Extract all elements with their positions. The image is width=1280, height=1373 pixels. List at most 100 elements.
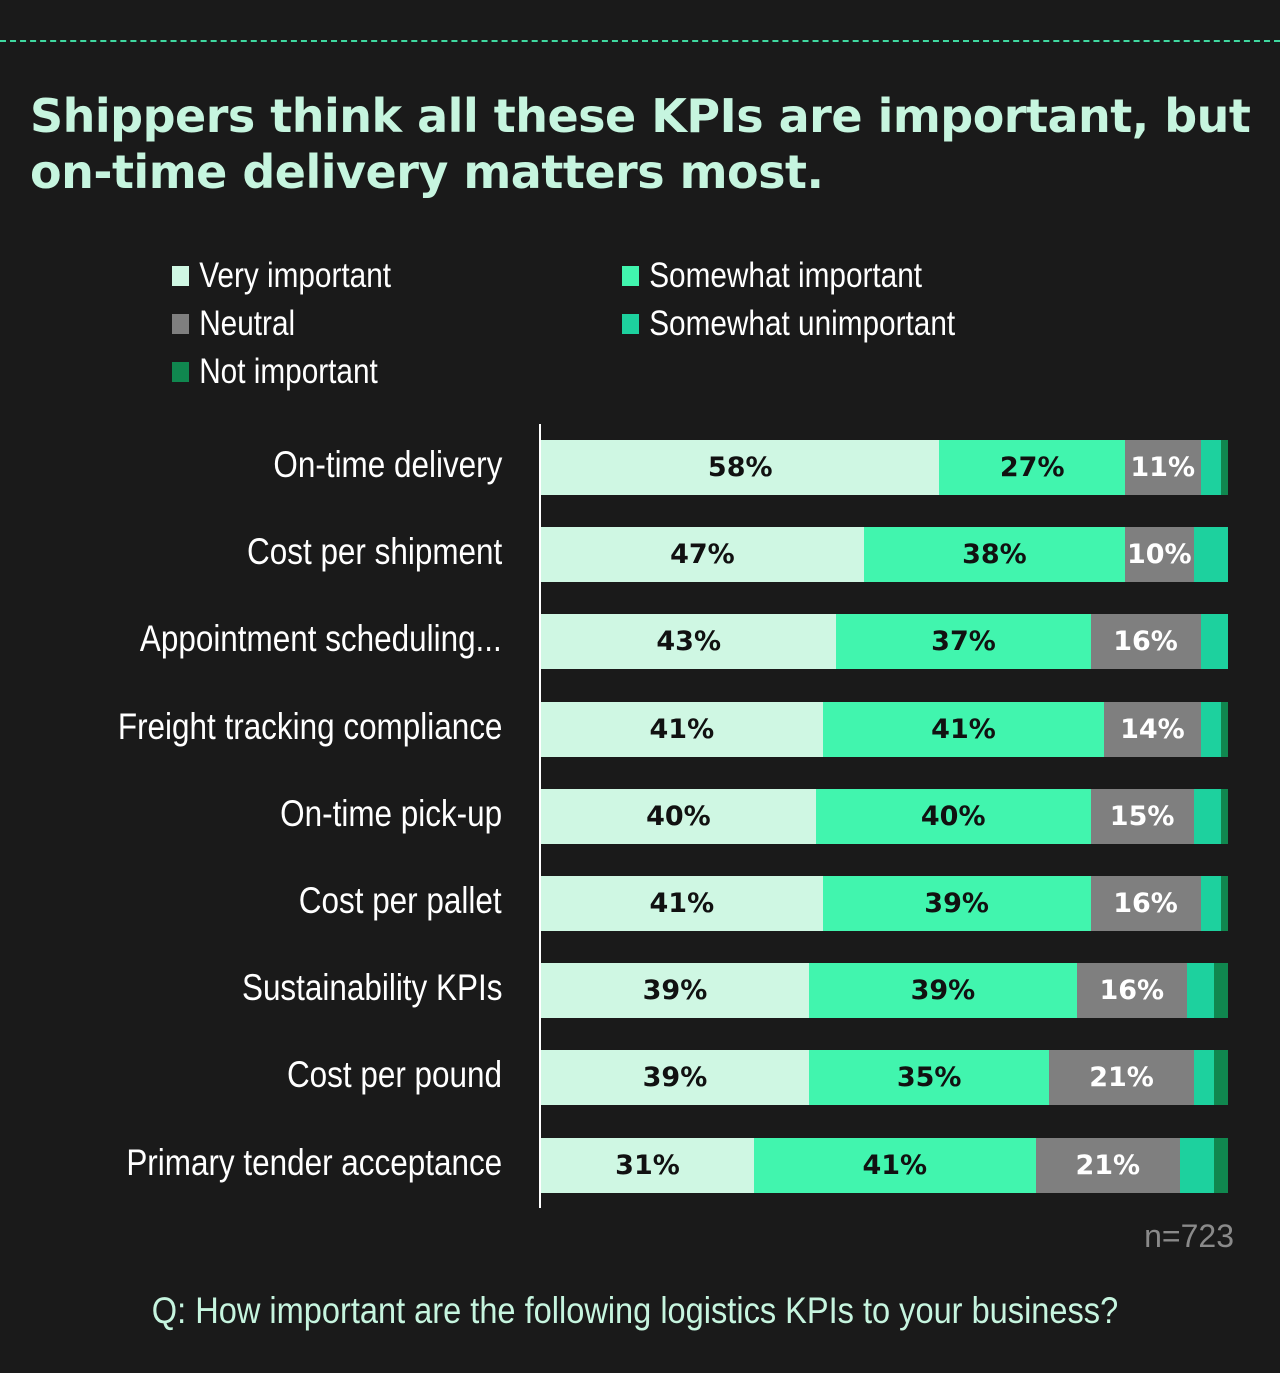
data-label: 15% — [1109, 800, 1175, 832]
category-label: On-time pick-up — [280, 792, 502, 834]
bar-segment: 16% — [1090, 614, 1201, 670]
data-label: 21% — [1089, 1062, 1154, 1094]
y-axis-line — [539, 424, 541, 1208]
bar-segment — [1214, 963, 1228, 1019]
bar-segment — [1221, 788, 1228, 844]
legend-label: Very important — [199, 256, 392, 295]
bar-segment: 31% — [541, 1137, 754, 1193]
legend-item: Very important — [172, 256, 391, 296]
bar-segment — [1200, 614, 1228, 670]
bar-segment — [1214, 1050, 1228, 1106]
category-label: Appointment scheduling... — [140, 618, 502, 660]
bar-segment: 39% — [541, 963, 809, 1019]
legend-label: Somewhat important — [649, 256, 923, 295]
data-label: 38% — [962, 539, 1027, 571]
bar-segment — [1214, 1137, 1228, 1193]
bar-segment: 14% — [1104, 701, 1201, 757]
sample-size-note: n=723 — [1144, 1218, 1234, 1254]
data-label: 40% — [646, 800, 711, 832]
data-label: 21% — [1075, 1149, 1141, 1181]
data-label: 39% — [924, 888, 989, 919]
data-label: 16% — [1099, 975, 1165, 1007]
bar-segment: 40% — [541, 788, 816, 844]
legend-item: Not important — [172, 352, 378, 392]
bar-segment: 47% — [541, 527, 864, 583]
bar-segment — [1186, 963, 1215, 1019]
data-label: 16% — [1113, 626, 1178, 658]
data-label: 16% — [1113, 888, 1178, 919]
data-label: 40% — [920, 800, 986, 832]
category-label: Cost per pound — [286, 1054, 502, 1096]
bar-segment: 10% — [1124, 527, 1194, 583]
category-label: Cost per pallet — [299, 880, 502, 921]
bar-segment: 35% — [808, 1050, 1050, 1106]
bar-segment: 21% — [1049, 1050, 1194, 1106]
legend-swatch — [172, 362, 189, 382]
data-label: 14% — [1120, 713, 1185, 745]
legend-item: Somewhat unimportant — [622, 304, 955, 344]
bar-segment: 39% — [541, 1050, 809, 1106]
legend: Very important Somewhat important Neutral S… — [172, 256, 1072, 396]
bar-segment: 37% — [836, 614, 1091, 670]
bar-segment — [1200, 440, 1222, 495]
data-label: 41% — [862, 1149, 928, 1181]
category-label: Cost per shipment — [246, 531, 502, 573]
data-label: 43% — [656, 626, 722, 658]
bar-segment: 16% — [1076, 963, 1187, 1019]
data-label: 11% — [1130, 452, 1196, 483]
bar-segment: 41% — [822, 701, 1105, 757]
bar-segment: 39% — [822, 876, 1091, 931]
category-label: Primary tender acceptance — [126, 1141, 502, 1183]
legend-label: Somewhat unimportant — [649, 304, 956, 343]
bar-segment — [1179, 1137, 1215, 1193]
data-label: 39% — [910, 975, 976, 1007]
legend-swatch — [172, 314, 189, 334]
data-label: 27% — [999, 452, 1065, 483]
bar-segment: 43% — [541, 614, 837, 670]
legend-item: Neutral — [172, 304, 295, 344]
legend-label: Not important — [199, 352, 378, 391]
data-label: 39% — [642, 1062, 708, 1094]
data-label: 41% — [649, 713, 715, 745]
bar-segment — [1221, 440, 1228, 495]
data-label: 47% — [670, 539, 735, 571]
bar-segment — [1221, 876, 1228, 931]
category-label: Sustainability KPIs — [241, 967, 502, 1009]
bar-segment: 21% — [1035, 1137, 1180, 1193]
data-label: 41% — [649, 888, 715, 919]
bar-segment — [1221, 701, 1228, 757]
survey-question: Q: How important are the following logis… — [151, 1290, 1119, 1331]
bar-segment — [1200, 701, 1222, 757]
bar-segment: 15% — [1090, 788, 1194, 844]
bar-segment: 41% — [541, 876, 823, 931]
data-label: 35% — [896, 1062, 962, 1094]
bar-segment — [1193, 527, 1228, 583]
category-label: On-time delivery — [273, 444, 502, 485]
bar-segment: 41% — [541, 701, 823, 757]
bar-segment — [1193, 1050, 1215, 1106]
bar-segment: 41% — [753, 1137, 1036, 1193]
bar-segment: 11% — [1124, 440, 1201, 495]
data-label: 39% — [642, 975, 708, 1007]
data-label: 10% — [1126, 539, 1192, 571]
bar-segment — [1200, 876, 1222, 931]
bar-segment: 16% — [1090, 876, 1201, 931]
bar-segment — [1193, 788, 1222, 844]
legend-swatch — [172, 266, 189, 286]
data-label: 31% — [615, 1149, 680, 1181]
legend-swatch — [622, 266, 639, 286]
legend-item: Somewhat important — [622, 256, 922, 296]
legend-swatch — [622, 314, 639, 334]
category-label: Freight tracking compliance — [117, 705, 502, 747]
bar-segment: 38% — [863, 527, 1125, 583]
data-label: 41% — [931, 713, 996, 745]
dashed-divider — [0, 40, 1280, 42]
data-label: 58% — [707, 452, 773, 483]
bar-segment: 27% — [939, 440, 1125, 495]
bar-segment: 58% — [541, 440, 940, 495]
chart-title: Shippers think all these KPIs are import… — [30, 89, 1251, 199]
data-label: 37% — [931, 626, 996, 658]
bar-segment: 40% — [815, 788, 1091, 844]
bar-segment: 39% — [808, 963, 1077, 1019]
legend-label: Neutral — [199, 304, 296, 343]
